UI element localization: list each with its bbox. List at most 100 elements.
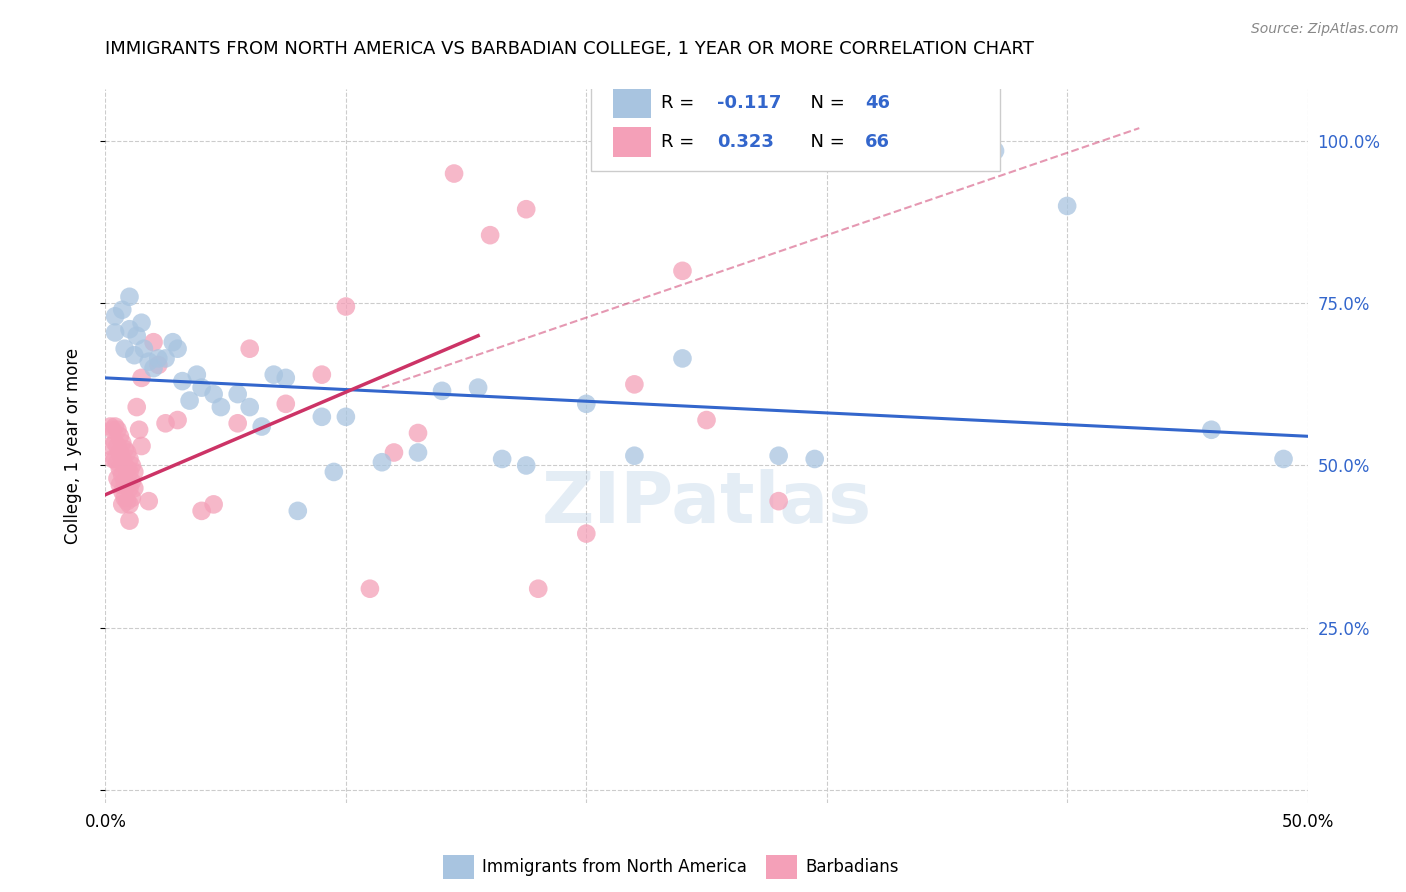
Point — [108, 445, 131, 459]
Point — [101, 423, 124, 437]
Point — [131, 439, 153, 453]
Point — [239, 400, 262, 414]
Text: ZIPatlas: ZIPatlas — [541, 468, 872, 538]
Point — [98, 439, 121, 453]
Point — [359, 582, 381, 596]
Point — [172, 374, 194, 388]
Point — [111, 302, 134, 317]
Point — [107, 471, 129, 485]
Point — [515, 202, 537, 217]
Point — [138, 494, 160, 508]
Point — [131, 316, 153, 330]
Point — [121, 458, 143, 473]
Text: 66: 66 — [865, 133, 890, 151]
Point — [115, 494, 138, 508]
Point — [142, 361, 165, 376]
Point — [98, 419, 121, 434]
Text: R =: R = — [661, 133, 700, 151]
Text: Barbadians: Barbadians — [806, 858, 900, 876]
Text: N =: N = — [799, 94, 851, 112]
Point — [125, 400, 148, 414]
Point — [322, 465, 344, 479]
Point — [114, 458, 136, 473]
FancyBboxPatch shape — [613, 87, 651, 118]
Point — [132, 342, 155, 356]
Point — [190, 381, 212, 395]
Point — [984, 144, 1007, 158]
Point — [575, 526, 598, 541]
Point — [179, 393, 201, 408]
Text: R =: R = — [661, 94, 700, 112]
Point — [114, 491, 136, 505]
Point — [382, 445, 405, 459]
Point — [430, 384, 453, 398]
FancyBboxPatch shape — [613, 127, 651, 157]
Point — [107, 423, 129, 437]
Text: N =: N = — [799, 133, 851, 151]
Point — [111, 484, 134, 499]
Point — [250, 419, 273, 434]
Point — [108, 461, 131, 475]
Point — [142, 335, 165, 350]
Point — [104, 435, 127, 450]
Point — [107, 439, 129, 453]
Point — [527, 582, 550, 596]
Point — [623, 377, 645, 392]
Point — [263, 368, 285, 382]
Text: 0.323: 0.323 — [717, 133, 775, 151]
Point — [287, 504, 309, 518]
Point — [1272, 452, 1295, 467]
Point — [155, 417, 177, 431]
Point — [124, 348, 146, 362]
Point — [121, 475, 143, 489]
Point — [148, 358, 170, 372]
Point — [108, 478, 131, 492]
Point — [115, 445, 138, 459]
Point — [115, 461, 138, 475]
Point — [406, 425, 429, 440]
Point — [575, 397, 598, 411]
Point — [114, 442, 136, 457]
Text: IMMIGRANTS FROM NORTH AMERICA VS BARBADIAN COLLEGE, 1 YEAR OR MORE CORRELATION C: IMMIGRANTS FROM NORTH AMERICA VS BARBADI… — [105, 40, 1035, 58]
FancyBboxPatch shape — [591, 71, 1000, 171]
Point — [311, 409, 333, 424]
Text: 46: 46 — [865, 94, 890, 112]
Point — [155, 351, 177, 366]
Point — [111, 452, 134, 467]
Point — [671, 264, 693, 278]
Point — [118, 514, 141, 528]
Text: Source: ZipAtlas.com: Source: ZipAtlas.com — [1251, 22, 1399, 37]
Point — [115, 478, 138, 492]
Point — [274, 397, 297, 411]
Point — [148, 351, 170, 366]
Point — [131, 371, 153, 385]
Point — [121, 491, 143, 505]
Point — [1201, 423, 1223, 437]
Text: -0.117: -0.117 — [717, 94, 782, 112]
Point — [623, 449, 645, 463]
Point — [467, 381, 489, 395]
Point — [239, 342, 262, 356]
Point — [226, 387, 249, 401]
Point — [111, 497, 134, 511]
Point — [190, 504, 212, 518]
Point — [118, 481, 141, 495]
Point — [111, 468, 134, 483]
Point — [335, 300, 357, 314]
Point — [1056, 199, 1078, 213]
Point — [166, 342, 188, 356]
Point — [202, 497, 225, 511]
Point — [118, 290, 141, 304]
Text: Immigrants from North America: Immigrants from North America — [482, 858, 747, 876]
Point — [114, 342, 136, 356]
Point — [491, 452, 513, 467]
Point — [226, 417, 249, 431]
Point — [335, 409, 357, 424]
Point — [768, 494, 790, 508]
Point — [104, 419, 127, 434]
Point — [138, 354, 160, 368]
Point — [108, 429, 131, 443]
Point — [209, 400, 232, 414]
Point — [118, 322, 141, 336]
Point — [515, 458, 537, 473]
